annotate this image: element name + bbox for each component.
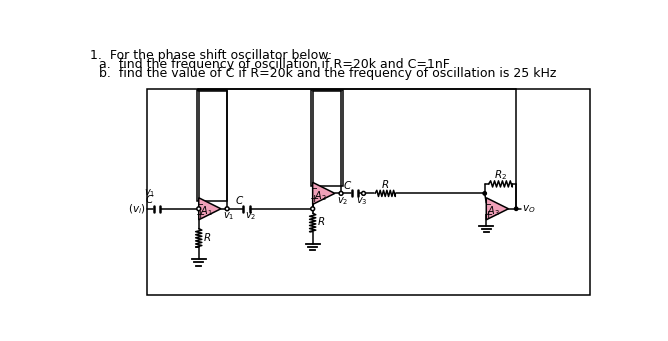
Text: –: –	[485, 199, 491, 209]
Text: 1.  For the phase shift oscillator below:: 1. For the phase shift oscillator below:	[90, 49, 332, 62]
Circle shape	[339, 191, 343, 195]
Text: b.  find the value of C if R=20k and the frequency of oscillation is 25 kHz: b. find the value of C if R=20k and the …	[99, 67, 556, 80]
Text: $v_3$: $v_3$	[356, 195, 367, 207]
Text: +: +	[483, 210, 493, 220]
Text: –: –	[311, 183, 317, 193]
Circle shape	[225, 207, 229, 211]
Text: $v_2$: $v_2$	[244, 211, 256, 222]
Text: C: C	[343, 181, 351, 191]
Text: $R_2$: $R_2$	[494, 168, 507, 181]
Polygon shape	[313, 182, 335, 204]
Text: R: R	[204, 233, 211, 243]
Circle shape	[483, 192, 486, 195]
Text: $A_2$: $A_2$	[313, 189, 326, 203]
Bar	[147, 89, 591, 295]
Text: R: R	[381, 180, 389, 190]
Text: +: +	[310, 194, 319, 204]
Text: $A_1$: $A_1$	[200, 204, 212, 218]
Text: $v_2$: $v_2$	[337, 195, 348, 207]
Text: +: +	[196, 210, 205, 220]
Text: $(v_i)$: $(v_i)$	[128, 202, 146, 216]
Circle shape	[311, 207, 315, 211]
Text: –: –	[198, 199, 203, 209]
Polygon shape	[199, 198, 221, 220]
Circle shape	[361, 191, 365, 195]
Text: $A_3$: $A_3$	[487, 204, 500, 218]
Text: $v_1$: $v_1$	[144, 188, 155, 199]
Text: a.  find the frequency of oscillation if R=20k and C=1nF: a. find the frequency of oscillation if …	[99, 58, 450, 71]
Text: R: R	[318, 218, 325, 227]
Text: C: C	[146, 195, 153, 205]
Circle shape	[514, 207, 518, 210]
Polygon shape	[486, 198, 508, 220]
Text: C: C	[235, 196, 242, 206]
Bar	[197, 90, 227, 201]
Text: $v_O$: $v_O$	[522, 203, 536, 215]
Text: $v_1$: $v_1$	[223, 211, 234, 222]
Bar	[311, 90, 343, 186]
Circle shape	[197, 207, 200, 211]
